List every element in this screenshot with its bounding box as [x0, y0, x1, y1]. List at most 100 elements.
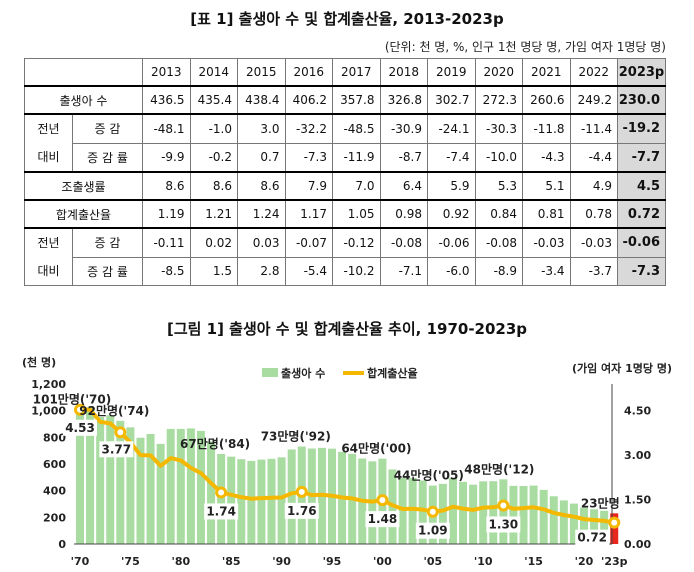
x-tick-label: '70 [71, 555, 90, 568]
table-cell: 0.92 [427, 199, 476, 229]
group-label-line: 대비 [37, 150, 60, 164]
table-unit: (단위: 천 명, %, 인구 1천 명당 명, 가임 여자 1명당 명) [384, 40, 666, 54]
birth-bar [166, 428, 175, 544]
year-header: 2020 [474, 58, 523, 87]
table-cell: -11.8 [522, 113, 571, 144]
legend-tfr: 합계출산율 [367, 366, 418, 380]
group-label-line: 전년 [37, 122, 60, 136]
table-cell: -0.2 [189, 142, 238, 173]
birth-annotation: 64만명('00) [341, 441, 411, 456]
row-label: 증 감 률 [72, 142, 143, 173]
birth-bar [569, 503, 578, 544]
row-label: 증 감 [72, 227, 143, 258]
table-row: 합계출산율 1.19 1.21 1.24 1.17 1.05 0.98 0.92 0.84 0.… [24, 199, 666, 229]
birth-bar [489, 481, 498, 544]
table-header-row: 2013 2014 2015 2016 2017 2018 2019 2020 … [24, 58, 666, 87]
table-cell: 249.2 [569, 85, 618, 115]
left-tick-label: 400 [43, 485, 66, 498]
table-cell: 8.6 [237, 171, 286, 201]
birth-bar [186, 428, 195, 544]
table-cell: 7.0 [332, 171, 381, 201]
table-cell: 4.5 [617, 171, 666, 201]
birth-bar [116, 420, 125, 544]
birth-bar [499, 479, 508, 544]
table-cell: 302.7 [427, 85, 476, 115]
table-cell: 326.8 [379, 85, 428, 115]
table-cell: 1.17 [284, 199, 333, 229]
header-corner [24, 58, 143, 87]
birth-bar [580, 507, 588, 544]
right-tick-label: 4.50 [624, 405, 651, 418]
table-cell: 1.19 [142, 199, 191, 229]
table-cell: -30.9 [379, 113, 428, 144]
tfr-annotation-box [204, 503, 239, 520]
birth-bar [96, 417, 105, 544]
left-tick-label: 600 [43, 458, 66, 471]
table-cell: 1.5 [189, 256, 238, 286]
right-tick-label: 0.00 [624, 538, 651, 551]
table-cell: 272.3 [474, 85, 523, 115]
x-tick-label: '23p [601, 555, 628, 568]
birth-bar [519, 486, 528, 544]
right-axis-label: (가임 여자 1명당 명) [572, 361, 672, 375]
birth-bar [156, 443, 165, 544]
birth-bar [549, 496, 558, 544]
table-cell: -30.3 [474, 113, 523, 144]
year-header-latest: 2023p [617, 58, 666, 87]
table-cell: 357.8 [332, 85, 381, 115]
x-tick-label: '75 [121, 555, 140, 568]
table-row: 증 감 률 -8.5 1.5 2.8 -5.4 -10.2 -7.1 -6.0 -8.9 -3.… [25, 256, 666, 286]
table-cell: 438.4 [237, 85, 286, 115]
birth-bar [539, 489, 548, 544]
table-cell: 1.24 [237, 199, 286, 229]
birth-annotation: 92만명('74) [79, 403, 149, 418]
left-tick-label: 1,000 [31, 405, 66, 418]
row-label: 증 감 [72, 113, 143, 144]
birth-bar [287, 449, 296, 544]
tfr-annotation-box [365, 511, 400, 528]
table-cell: 230.0 [617, 85, 666, 115]
x-tick-label: '20 [575, 555, 594, 568]
x-tick-label: '00 [373, 555, 392, 568]
table-cell: -11.4 [569, 113, 618, 144]
birth-annotation: 23만명 [581, 495, 620, 510]
legend: 출생아 수 합계출산율 [262, 366, 418, 380]
table-cell: -4.4 [569, 142, 618, 173]
x-tick-label: '95 [323, 555, 342, 568]
table-cell: 435.4 [189, 85, 238, 115]
tfr-marker [497, 499, 510, 512]
birth-bar [267, 458, 276, 544]
table-cell: 406.2 [284, 85, 333, 115]
table-cell: -10.2 [332, 256, 381, 286]
table-cell: -4.3 [522, 142, 571, 173]
birth-bar [217, 454, 226, 544]
table-cell: -7.3 [284, 142, 333, 173]
birth-bar [469, 484, 478, 544]
left-tick-label: 200 [43, 511, 66, 524]
group-label-prev-year: 전년 대비 [24, 227, 73, 286]
chart-title: [그림 1] 출생아 수 및 합계출산율 추이, 1970-2023p [166, 320, 528, 338]
table-cell: -1.0 [189, 113, 238, 144]
left-axis-ticks: 0 200 400 600 800 1,000 1,200 [31, 378, 66, 551]
tfr-annotation: 0.72 [577, 531, 607, 545]
table-cell: -0.03 [569, 227, 618, 258]
table-cell: -0.07 [284, 227, 333, 258]
table-cell: -0.12 [332, 227, 381, 258]
table-cell: 0.81 [522, 199, 571, 229]
table-cell: 0.02 [189, 227, 238, 258]
birth-bar [237, 459, 246, 544]
tfr-annotation: 1.30 [489, 517, 519, 531]
tfr-marker [74, 403, 86, 416]
table-cell: 5.3 [474, 171, 523, 201]
birth-bar [590, 509, 599, 544]
left-tick-label: 0 [58, 538, 66, 551]
birth-bar [136, 437, 145, 544]
birth-bar [176, 428, 185, 544]
right-tick-label: 1.50 [624, 494, 651, 507]
tfr-annotation: 1.74 [206, 504, 236, 518]
year-header: 2019 [427, 58, 476, 87]
birth-annotation: 73만명('92) [261, 429, 331, 444]
table-cell: -24.1 [427, 113, 476, 144]
table-cell: 0.72 [617, 199, 666, 229]
